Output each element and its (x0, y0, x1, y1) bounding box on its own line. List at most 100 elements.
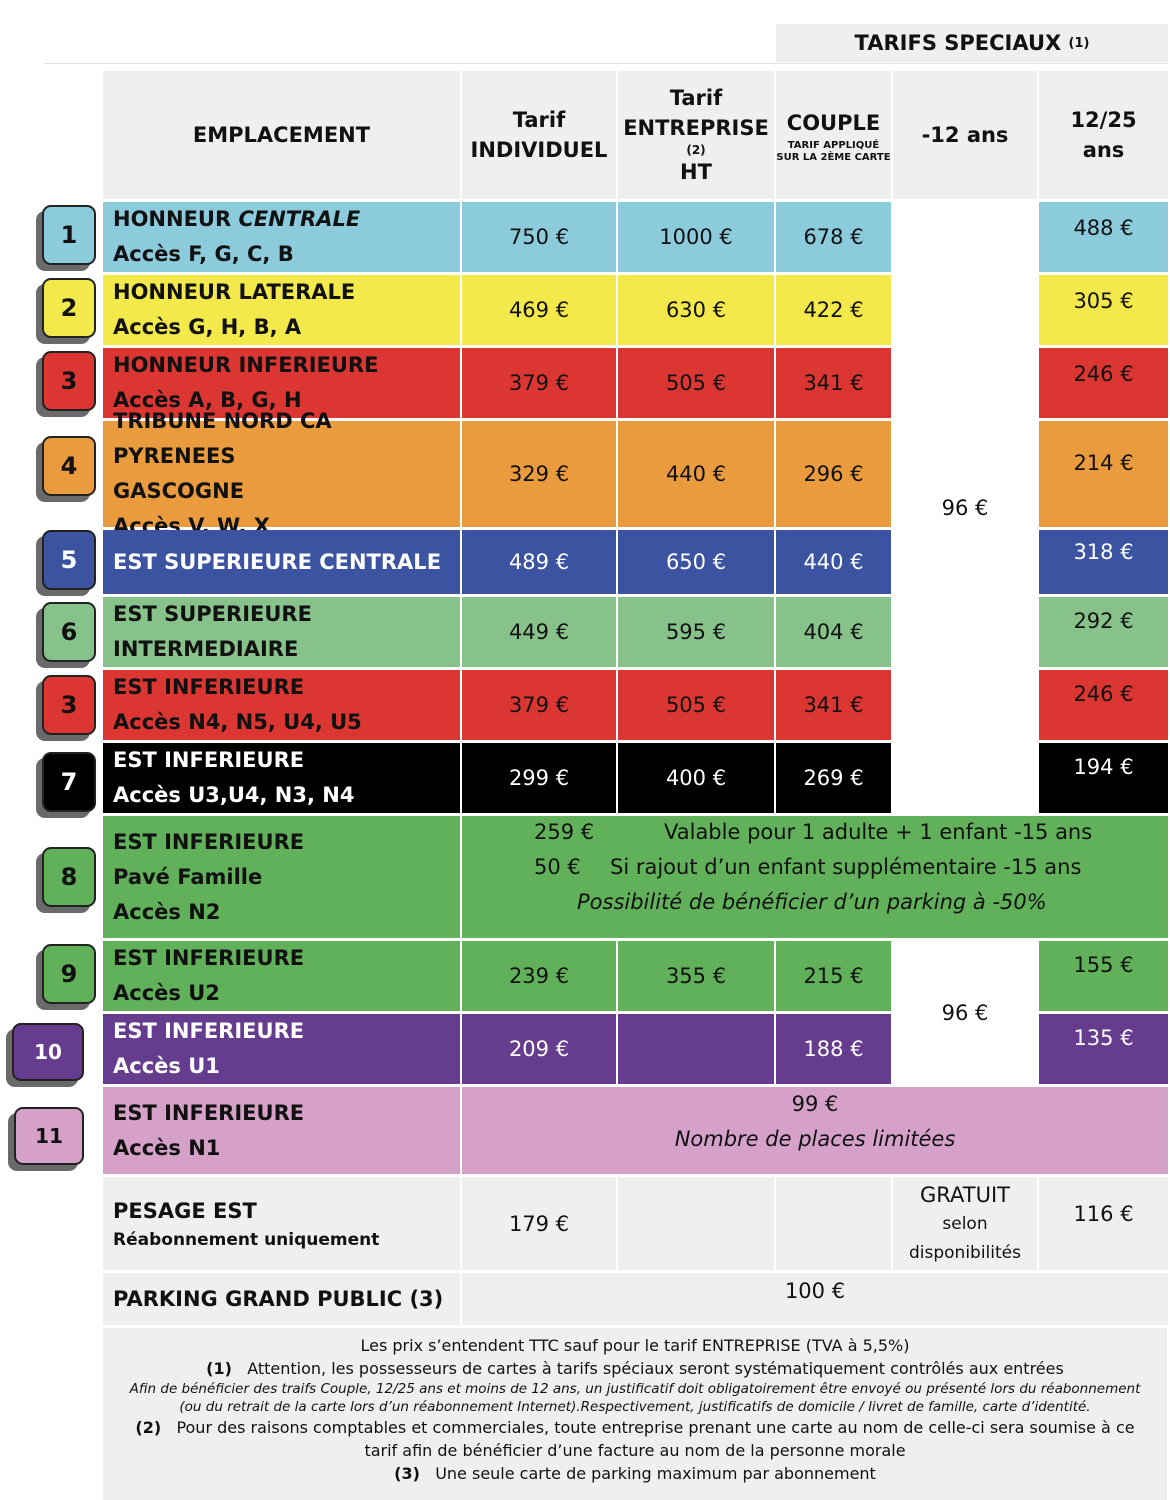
header-couple: COUPLE TARIF APPLIQUÉ SUR LA 2ÈME CARTE (776, 71, 891, 199)
row-6-couple: 404 € (776, 597, 891, 667)
parking-price-cell: 100 € (462, 1273, 1168, 1325)
header-12-25-line2: ans (1082, 138, 1125, 162)
row-7-name: EST INFERIEURE (113, 675, 305, 699)
row-5-couple: 440 € (776, 530, 891, 594)
row-11-location: EST INFERIEURE Accès U1 (103, 1014, 460, 1084)
header-12-25: 12/25 ans (1039, 71, 1168, 199)
row-6-name-line2: INTERMEDIAIRE (113, 637, 299, 661)
pesage-entreprise (618, 1177, 774, 1270)
row-2-couple: 422 € (776, 275, 891, 345)
pesage-location: PESAGE EST Réabonnement uniquement (103, 1177, 460, 1270)
pesage-disponibilites: disponibilités (908, 1242, 1021, 1263)
row-4-name-line2: GASCOGNE (113, 479, 245, 503)
note-1: (1) Attention, les possesseurs de cartes… (103, 1357, 1167, 1380)
row-6-name-line1: EST SUPERIEURE (113, 602, 312, 626)
badge-number: 7 (60, 768, 78, 796)
row-10-access: Accès U2 (113, 981, 220, 1005)
row-11-couple: 188 € (776, 1014, 891, 1084)
row-3-individuel: 379 € (462, 348, 616, 418)
header-entreprise-line1: Tarif (669, 86, 723, 110)
row-7-12-25: 246 € (1039, 670, 1168, 740)
row-8-location: EST INFERIEURE Accès U3,U4, N3, N4 (103, 743, 460, 813)
row-11-individuel: 209 € (462, 1014, 616, 1084)
header-emplacement-label: EMPLACEMENT (192, 123, 371, 147)
row-9-location: EST INFERIEURE Pavé Famille Accès N2 (103, 816, 460, 938)
zone-badge-3b: 3 (42, 675, 96, 735)
row-12-name: EST INFERIEURE (113, 1100, 305, 1125)
row-4-location: TRIBUNE NORD CA PYRENEES GASCOGNE Accès … (103, 409, 460, 538)
zone-badge-11: 11 (14, 1107, 84, 1165)
header-individuel-line1: Tarif (512, 108, 566, 132)
note-3-number: (3) (394, 1464, 420, 1483)
pesage-moins12: GRATUIT selon disponibilités (893, 1177, 1037, 1270)
header-rule (44, 63, 1168, 64)
note-1-text: Attention, les possesseurs de cartes à t… (247, 1359, 1064, 1378)
zone-badge-6: 6 (42, 602, 96, 662)
zone-badge-4: 4 (42, 436, 96, 496)
pesage-selon: selon (942, 1213, 988, 1234)
row-4-entreprise: 440 € (618, 421, 774, 527)
row-2-entreprise: 630 € (618, 275, 774, 345)
row-6-12-25: 292 € (1039, 597, 1168, 667)
row-2-location: HONNEUR LATERALE Accès G, H, B, A (103, 275, 460, 345)
parking-price: 100 € (784, 1279, 846, 1303)
row-11-name: EST INFERIEURE (113, 1019, 305, 1043)
row-10-couple: 215 € (776, 941, 891, 1011)
row-10-12-25: 155 € (1039, 941, 1168, 1011)
row-5-12-25: 318 € (1039, 530, 1168, 594)
famille-price-2: 50 € (534, 855, 581, 879)
row-1-name-b: CENTRALE (238, 207, 361, 231)
row-1-entreprise: 1000 € (618, 202, 774, 272)
zone-badge-3: 3 (42, 351, 96, 411)
header-entreprise-line3: HT (680, 160, 712, 184)
note-ttc: Les prix s’entendent TTC sauf pour le ta… (360, 1336, 910, 1355)
row-6-individuel: 449 € (462, 597, 616, 667)
badge-number: 3 (60, 691, 78, 719)
header-moins12: -12 ans (893, 71, 1037, 199)
moins12-group1: 96 € (893, 202, 1037, 813)
famille-text-2: Si rajout d’un enfant supplémentaire -15… (610, 855, 1082, 879)
row-7-couple: 341 € (776, 670, 891, 740)
row-8-access: Accès U3,U4, N3, N4 (113, 783, 355, 807)
note-3: (3) Une seule carte de parking maximum p… (103, 1462, 1167, 1485)
famille-price-1: 259 € (534, 820, 595, 844)
note-1-number: (1) (206, 1359, 232, 1378)
header-couple-label: COUPLE (786, 111, 881, 135)
row-4-name-line1: TRIBUNE NORD CA PYRENEES (113, 409, 332, 468)
row-2-name: HONNEUR LATERALE (113, 280, 356, 304)
pesage-individuel: 179 € (462, 1177, 616, 1270)
header-individuel: Tarif INDIVIDUEL (462, 71, 616, 199)
row-12-location: EST INFERIEURE Accès N1 (103, 1087, 460, 1174)
row-9-sub: Pavé Famille (113, 864, 263, 889)
row-8-name: EST INFERIEURE (113, 748, 305, 772)
row-1-name-a: HONNEUR (113, 207, 239, 231)
row-5-individuel: 489 € (462, 530, 616, 594)
row-2-access: Accès G, H, B, A (113, 315, 302, 339)
badge-number: 10 (34, 1040, 62, 1064)
row-8-entreprise: 400 € (618, 743, 774, 813)
header-individuel-line2: INDIVIDUEL (470, 138, 608, 162)
row-1-12-25: 488 € (1039, 202, 1168, 272)
row-5-entreprise: 650 € (618, 530, 774, 594)
header-12-25-line1: 12/25 (1070, 108, 1137, 132)
pesage-12-25: 116 € (1039, 1177, 1168, 1270)
pesage-gratuit: GRATUIT (920, 1182, 1010, 1207)
note-2-text-1: Pour des raisons comptables et commercia… (176, 1418, 1135, 1437)
parking-location: PARKING GRAND PUBLIC (3) (103, 1273, 460, 1325)
zone-badge-5: 5 (42, 530, 96, 590)
row-5-name: EST SUPERIEURE CENTRALE (113, 549, 442, 574)
row-6-entreprise: 595 € (618, 597, 774, 667)
badge-number: 5 (60, 546, 78, 574)
note-1-detail-2: (ou du retrait de la carte lors d’un réa… (179, 1399, 1091, 1415)
badge-number: 3 (60, 367, 78, 395)
row-1-name: HONNEUR CENTRALE (113, 202, 460, 237)
tarifs-speciaux-note: (1) (1068, 35, 1090, 51)
note-2-number: (2) (135, 1418, 162, 1437)
header-entreprise-note: (2) (686, 143, 706, 157)
zone-badge-2: 2 (42, 278, 96, 338)
header-entreprise-line2: ENTREPRISE (623, 116, 769, 140)
pesage-sub: Réabonnement uniquement (113, 1229, 380, 1250)
row-3-couple: 341 € (776, 348, 891, 418)
tarifs-speciaux-label: TARIFS SPECIAUX (854, 31, 1062, 55)
row-4-couple: 296 € (776, 421, 891, 527)
